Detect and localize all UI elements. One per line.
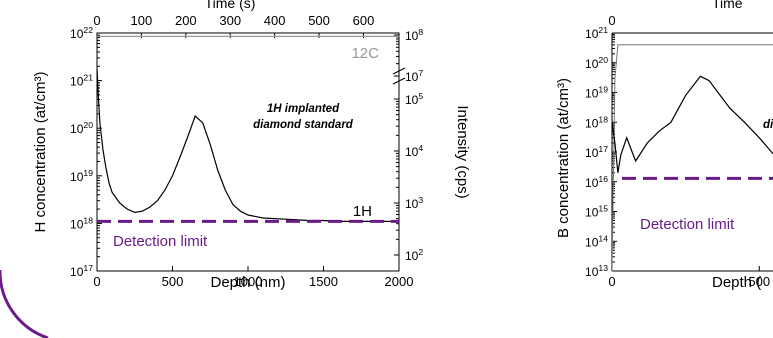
y-right-tick-label: 108 (405, 27, 423, 43)
top-tick-label: 300 (219, 13, 241, 28)
x-axis-title: Depth (nm) (210, 274, 285, 291)
top-tick-label: 200 (175, 13, 197, 28)
y-right-tick-label: 105 (405, 91, 423, 107)
y-tick-label: 1018 (585, 114, 608, 130)
chart-h-profile: 0 500 1000 1500 2000 0 100 200 300 400 500 600 101… (32, 0, 471, 291)
x-tick-label: 1000 (234, 274, 263, 289)
top-axis-title: Time (s) (205, 0, 256, 11)
top-tick-label: 100 (131, 13, 153, 28)
top-tick-label: 0 (608, 13, 615, 28)
y-tick-label: 1018 (70, 215, 93, 231)
x-tick-label: 2000 (385, 274, 414, 289)
y-tick-label: 1015 (585, 204, 608, 220)
top-tick-label: 400 (264, 13, 286, 28)
decorative-arc (0, 270, 49, 338)
top-tick-label: 0 (93, 13, 100, 28)
top-axis-ticks: 0 100 200 300 400 500 600 (93, 13, 374, 38)
y-tick-label: 1021 (585, 25, 608, 41)
trace-label-12c: 12C (351, 45, 379, 62)
y-tick-label: 1020 (585, 55, 608, 71)
x-tick-label: 500 (748, 274, 770, 289)
y-tick-label: 1017 (70, 263, 93, 279)
series-carbon-line (612, 44, 773, 271)
series-1h-line (97, 68, 399, 222)
y-right-axis: 102 103 104 105 107 108 (392, 27, 423, 271)
top-tick-label: 500 (308, 13, 330, 28)
detection-limit-label: Detection limit (640, 216, 735, 233)
x-tick-label: 500 (162, 274, 184, 289)
trace-label-1h: 1H (353, 203, 372, 220)
y-right-tick-label: 107 (405, 68, 423, 84)
y-tick-label: 1013 (585, 263, 608, 279)
top-axis-title: Time (712, 0, 743, 11)
y-right-axis-title: Intensity (cps) (454, 105, 471, 198)
y-tick-label: 1016 (585, 174, 608, 190)
sample-label-line2: diamond standard (253, 119, 354, 131)
y-right-tick-label: 103 (405, 195, 423, 211)
y-tick-label: 1020 (70, 120, 93, 136)
detection-limit-label: Detection limit (113, 233, 208, 250)
y-tick-label: 1019 (70, 168, 93, 184)
y-right-tick-label: 102 (405, 247, 423, 263)
x-tick-label: 1500 (309, 274, 338, 289)
y-tick-label: 1022 (70, 25, 93, 41)
y-tick-label: 1019 (585, 85, 608, 101)
x-axis-title: Depth ( (712, 274, 761, 291)
top-tick-label: 600 (353, 13, 375, 28)
x-tick-label: 0 (93, 274, 100, 289)
x-tick-label: 0 (608, 274, 615, 289)
y-tick-label: 1014 (585, 233, 608, 249)
sample-label-fragment: di (763, 119, 773, 131)
y-tick-label: 1021 (70, 73, 93, 89)
x-axis-ticks: 0 500 1000 1500 2000 (93, 266, 413, 289)
y-tick-label: 1017 (585, 144, 608, 160)
y-left-axis-title: B concentration (at/cm³) (555, 78, 572, 238)
series-boron-line (612, 75, 773, 173)
y-right-tick-label: 104 (405, 143, 423, 159)
y-left-axis-title: H concentration (at/cm³) (32, 72, 49, 233)
sample-label-line1: 1H implanted (267, 103, 340, 115)
